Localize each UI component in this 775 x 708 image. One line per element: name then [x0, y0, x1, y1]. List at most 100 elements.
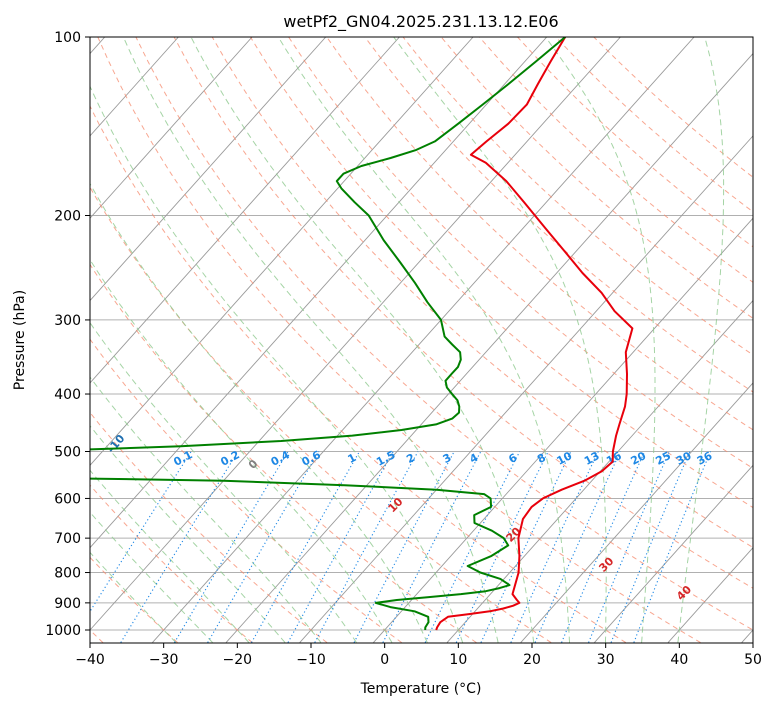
mixing-ratio-label: 36 — [695, 449, 715, 468]
moist-adiabat-label: 30 — [596, 554, 616, 574]
y-tick-label: 1000 — [45, 623, 81, 639]
moist-adiabat-line — [90, 469, 250, 643]
dry-adiabat-line — [90, 484, 253, 643]
mixing-ratio-line — [90, 451, 192, 613]
x-tick-label: 40 — [670, 652, 688, 668]
mixing-ratio-line — [633, 451, 712, 643]
mixing-ratio-label: 6 — [506, 451, 519, 466]
moist-adiabat-line — [677, 37, 725, 643]
moist-adiabat-line — [90, 182, 428, 643]
isotherm-line — [90, 37, 400, 384]
moist-adiabat-line — [90, 321, 357, 643]
mixing-ratio-lines — [90, 451, 712, 643]
isotherm-line — [152, 37, 695, 643]
dry-adiabat-line — [90, 186, 552, 643]
mixing-ratio-line — [287, 451, 394, 643]
x-tick-label: −10 — [296, 652, 326, 668]
temperature-profile-line — [435, 37, 634, 631]
background-line-labels: 0.10.20.40.611.52346810131620253036-100-… — [19, 398, 715, 603]
mixing-ratio-label: 30 — [674, 449, 694, 468]
plot-frame — [89, 36, 754, 644]
x-tick-label: 50 — [744, 652, 762, 668]
y-tick-label: 200 — [54, 209, 81, 225]
isotherm-line — [741, 629, 753, 643]
dry-adiabat-line — [97, 37, 701, 643]
mixing-ratio-line — [314, 451, 419, 643]
dry-adiabat-line — [593, 37, 753, 178]
isotherm-line — [373, 217, 753, 643]
mixing-ratio-line — [534, 451, 621, 643]
moist-adiabat-line — [90, 376, 322, 643]
mixing-ratio-line — [174, 451, 289, 643]
mixing-ratio-label: 16 — [604, 449, 624, 468]
moist-adiabat-line — [122, 37, 499, 643]
dry-adiabat-line — [478, 37, 753, 283]
mixing-ratio-line — [251, 451, 360, 643]
mixing-ratio-line — [382, 451, 482, 643]
isotherm-line — [299, 135, 753, 643]
mixing-ratio-label: 2 — [404, 451, 417, 466]
mixing-ratio-line — [561, 451, 646, 643]
mixing-ratio-line — [120, 451, 239, 643]
sounding-profiles — [90, 37, 634, 631]
moist-adiabat-lines — [90, 37, 725, 643]
moist-adiabat-line — [90, 511, 213, 643]
dry-adiabat-line — [90, 105, 627, 643]
moist-adiabat-line — [90, 424, 286, 643]
isotherm-line — [594, 464, 753, 643]
pressure-gridlines — [90, 37, 753, 631]
isotherm-line — [90, 37, 253, 219]
mixing-ratio-line — [588, 451, 670, 643]
mixing-ratio-label: 25 — [653, 449, 673, 468]
x-tick-label: 20 — [523, 652, 541, 668]
x-tick-label: 10 — [449, 652, 467, 668]
moist-adiabat-label: 40 — [674, 583, 694, 603]
dry-adiabat-line — [288, 37, 753, 469]
y-tick-label: 600 — [54, 491, 81, 507]
x-tick-label: 30 — [597, 652, 615, 668]
dry-adiabat-label: -20 — [19, 398, 42, 422]
dry-adiabat-line — [249, 37, 753, 509]
dry-adiabat-line — [326, 37, 753, 431]
y-axis-ticks: 100 200 300 400 500 600 700 800 900 1000 — [45, 30, 90, 639]
dry-adiabat-line — [517, 37, 753, 248]
moist-adiabat-label: 0 — [246, 457, 261, 472]
moist-adiabat-line — [277, 37, 570, 643]
x-tick-label: −40 — [75, 652, 105, 668]
isotherm-line — [90, 37, 621, 631]
y-axis-label: Pressure (hPa) — [12, 290, 28, 390]
mixing-ratio-label: 13 — [582, 449, 602, 468]
dry-adiabat-line — [402, 37, 753, 356]
dry-adiabat-line — [90, 263, 477, 643]
x-tick-label: −20 — [223, 652, 253, 668]
y-tick-label: 900 — [54, 596, 81, 612]
x-axis-ticks: −40 −30 −20 −10 0 10 20 30 40 50 — [75, 643, 762, 668]
y-tick-label: 300 — [54, 313, 81, 329]
mixing-ratio-label: 3 — [441, 451, 454, 466]
dry-adiabat-line — [211, 37, 753, 549]
y-tick-label: 500 — [54, 444, 81, 460]
moist-adiabat-line — [545, 37, 656, 643]
dry-adiabat-lines — [90, 37, 753, 643]
moist-adiabat-line — [90, 258, 393, 643]
mixing-ratio-line — [480, 451, 572, 643]
dry-adiabat-line — [90, 411, 328, 643]
mixing-ratio-line — [353, 451, 455, 643]
y-tick-label: 400 — [54, 387, 81, 403]
mixing-ratio-label: 4 — [467, 451, 480, 466]
mixing-ratio-label: 10 — [555, 449, 575, 468]
isotherm-line — [90, 37, 474, 466]
mixing-ratio-label: 20 — [629, 449, 649, 468]
mixing-ratio-label: 1 — [346, 451, 359, 466]
isotherm-line — [520, 382, 753, 643]
isotherm-line — [225, 52, 753, 643]
x-axis-label: Temperature (°C) — [360, 681, 482, 697]
x-tick-label: 0 — [380, 652, 389, 668]
isotherm-lines — [90, 37, 753, 643]
dry-adiabat-line — [135, 37, 753, 631]
isotherm-line — [90, 37, 327, 302]
y-tick-label: 800 — [54, 566, 81, 582]
isotherm-line — [446, 299, 753, 643]
dewpoint-profile-line — [90, 37, 566, 631]
